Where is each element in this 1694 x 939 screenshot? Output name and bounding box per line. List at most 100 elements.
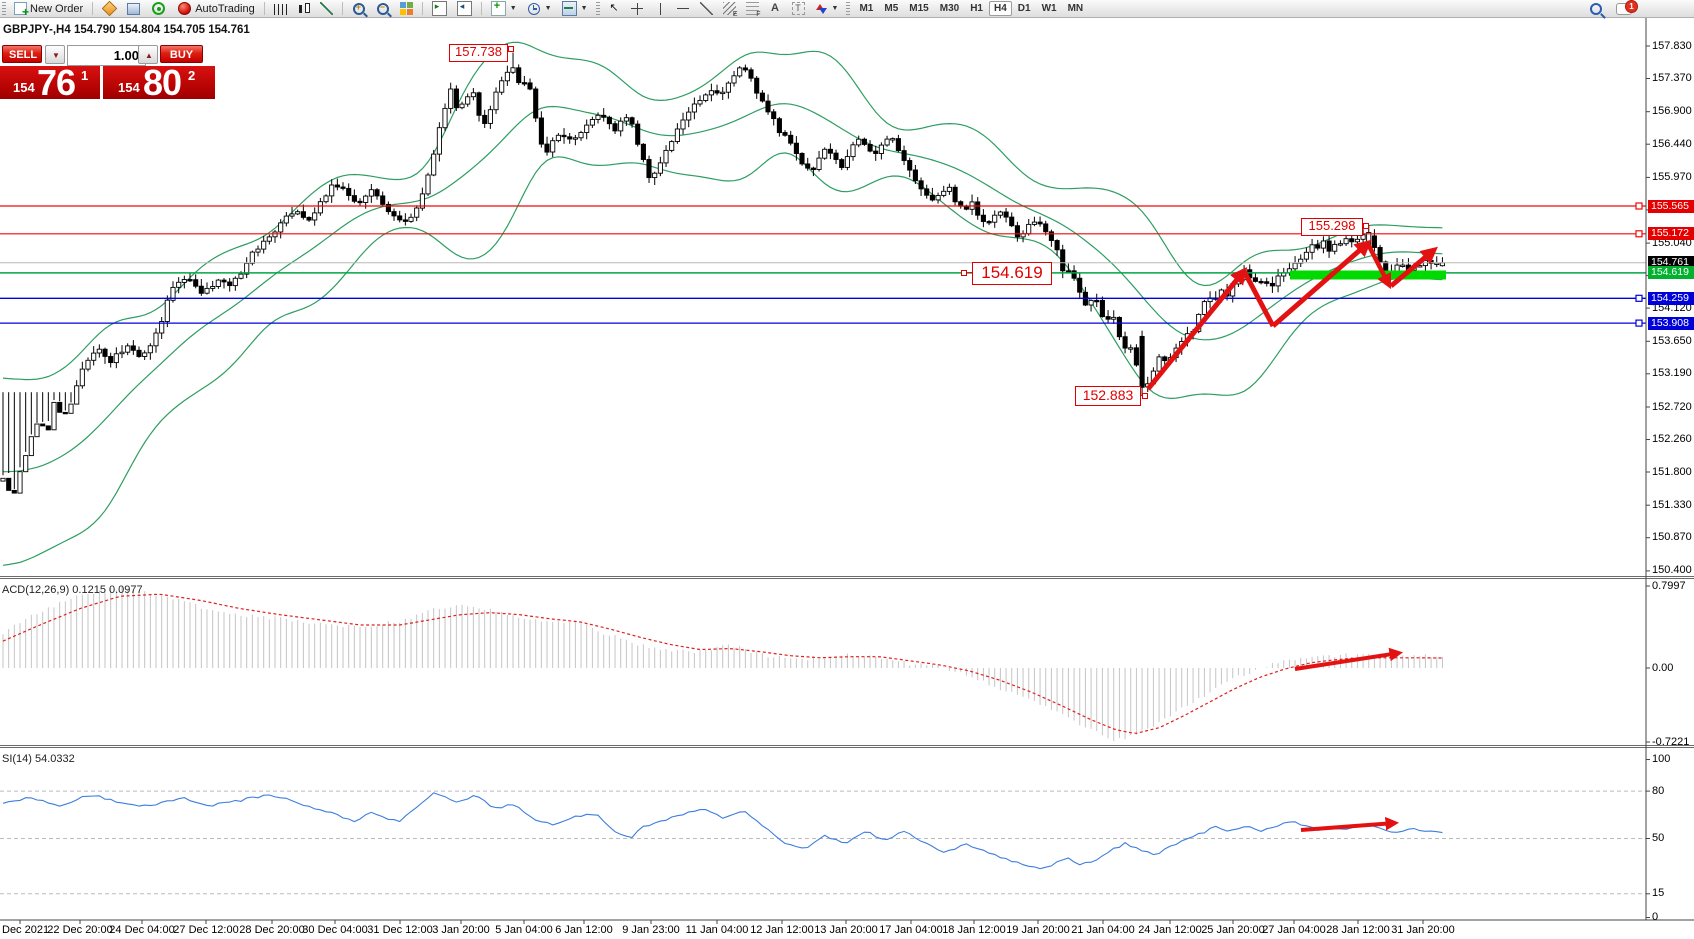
timeframe-m5[interactable]: M5 (879, 1, 903, 16)
price-tick-150.870: 150.870 (1652, 531, 1692, 544)
timeframe-h4[interactable]: H4 (988, 1, 1012, 16)
volume-input[interactable] (67, 45, 146, 66)
price-callout-154.619[interactable]: 154.619 (972, 262, 1052, 285)
price-callout-152.883[interactable]: 152.883 (1075, 386, 1141, 406)
crayon-icon (101, 0, 118, 17)
price-badge-155.565: 155.565 (1648, 199, 1694, 213)
toolbar-separator (92, 2, 94, 15)
support-highlight-bar (1290, 270, 1446, 280)
fibonacci-icon (745, 2, 761, 18)
price-tick-156.440: 156.440 (1652, 137, 1692, 150)
charts-button[interactable] (98, 0, 121, 17)
equidistant-channel-button[interactable] (719, 1, 740, 18)
signal-icon (152, 2, 166, 15)
signals-button[interactable] (146, 1, 171, 16)
text-label-icon: T (791, 2, 805, 15)
templates-button[interactable]: ▼ (558, 1, 592, 16)
autotrading-button[interactable]: AutoTrading (173, 1, 259, 16)
indicators-icon (490, 0, 506, 16)
timeframe-m15[interactable]: M15 (904, 1, 933, 16)
text-button[interactable]: A (765, 1, 786, 16)
main-toolbar: New Order AutoTrading ▼ ▼ ▼ ↖ A T ▼ M1M5… (0, 0, 1694, 19)
price-tick-156.900: 156.900 (1652, 105, 1692, 118)
vertical-line-icon (653, 2, 667, 15)
timeframe-mn[interactable]: MN (1063, 1, 1089, 16)
line-chart-button[interactable] (316, 1, 337, 16)
autotrading-icon (178, 2, 192, 15)
new-order-label: New Order (30, 2, 84, 15)
sell-price-display[interactable]: 154 76 1 (0, 62, 100, 103)
fibonacci-button[interactable] (742, 1, 763, 18)
trendline-button[interactable] (696, 1, 717, 16)
buy-button[interactable]: BUY (160, 45, 203, 63)
new-order-button[interactable]: New Order (10, 1, 87, 19)
text-icon: A (771, 2, 779, 14)
sell-button[interactable]: SELL (2, 45, 42, 63)
rsi-tick-100: 100 (1652, 753, 1671, 765)
time-label: 19 Jan 20:00 (1006, 924, 1070, 936)
zoom-out-button[interactable] (372, 1, 394, 16)
volume-decrease-button[interactable]: ▼ (45, 45, 65, 64)
text-label-button[interactable]: T (788, 1, 809, 16)
time-label: 9 Jan 23:00 (622, 924, 680, 936)
tile-windows-icon (399, 2, 413, 15)
toolbar-grip[interactable] (2, 2, 6, 15)
depth-of-market-button[interactable] (123, 1, 144, 16)
time-label: 18 Jan 12:00 (942, 924, 1006, 936)
timeframe-w1[interactable]: W1 (1037, 1, 1062, 16)
rsi-tick-80: 80 (1652, 784, 1665, 797)
vertical-line-button[interactable] (650, 1, 671, 16)
search-icon[interactable] (1590, 2, 1602, 15)
horizontal-line-icon (676, 2, 690, 15)
timeframe-group: M1 M5 M15 M30 H1 H4 D1 W1 MN (854, 1, 1088, 16)
time-label: 28 Jan 12:00 (1326, 924, 1390, 936)
rsi-tick-50: 50 (1652, 832, 1665, 844)
candlestick-chart-button[interactable] (293, 1, 314, 16)
toolbar-grip[interactable] (846, 2, 851, 15)
macd-indicator (2, 586, 1443, 742)
time-label: 5 Jan 04:00 (495, 924, 553, 936)
timeframe-h1[interactable]: H1 (965, 1, 988, 16)
price-tick-155.970: 155.970 (1652, 170, 1692, 183)
chevron-down-icon: ▼ (831, 5, 839, 12)
timeframe-d1[interactable]: D1 (1013, 1, 1036, 16)
timeframe-m30[interactable]: M30 (935, 1, 964, 16)
volume-increase-button[interactable]: ▲ (138, 45, 158, 64)
notification-badge: 1 (1625, 0, 1638, 13)
price-tick-150.400: 150.400 (1652, 564, 1692, 577)
macd-indicator-label: ACD(12,26,9) 0.1215 0.0977 (2, 584, 143, 596)
channel-icon (722, 2, 738, 18)
chart-shift-button[interactable] (453, 1, 476, 16)
toolbar-separator (421, 2, 423, 15)
notifications-icon[interactable]: 1 (1616, 0, 1638, 15)
price-tick-151.800: 151.800 (1652, 465, 1692, 478)
time-label: 25 Jan 20:00 (1201, 924, 1265, 936)
crosshair-button[interactable] (627, 1, 648, 16)
cursor-button[interactable]: ↖ (604, 1, 625, 16)
timeframe-m1[interactable]: M1 (854, 1, 878, 16)
bar-chart-button[interactable] (270, 1, 291, 16)
buy-price-display[interactable]: 154 80 2 (103, 62, 215, 103)
sell-price-small: 154 (13, 80, 35, 95)
sell-price-big: 76 (37, 62, 76, 103)
indicators-button[interactable]: ▼ (487, 0, 521, 16)
rsi-tick-0: 0 (1652, 911, 1659, 923)
tile-windows-button[interactable] (396, 1, 417, 16)
horizontal-line-button[interactable] (673, 1, 694, 16)
time-label: 31 Jan 20:00 (1391, 924, 1455, 936)
periods-button[interactable]: ▼ (523, 1, 556, 16)
buy-price-big: 80 (143, 62, 182, 103)
price-badge-154.761: 154.761 (1648, 256, 1694, 270)
toolbar-grip[interactable] (595, 2, 600, 15)
price-callout-157.738[interactable]: 157.738 (449, 44, 508, 62)
time-label: 24 Jan 12:00 (1138, 924, 1202, 936)
depth-icon (127, 3, 141, 15)
candlestick-icon (297, 2, 310, 15)
auto-scroll-button[interactable] (428, 1, 451, 16)
time-label: 6 Jan 12:00 (555, 924, 613, 936)
rsi-tick-15: 15 (1652, 887, 1665, 900)
zoom-in-button[interactable] (348, 1, 370, 16)
price-callout-155.298[interactable]: 155.298 (1301, 218, 1363, 236)
arrows-button[interactable]: ▼ (811, 1, 843, 16)
